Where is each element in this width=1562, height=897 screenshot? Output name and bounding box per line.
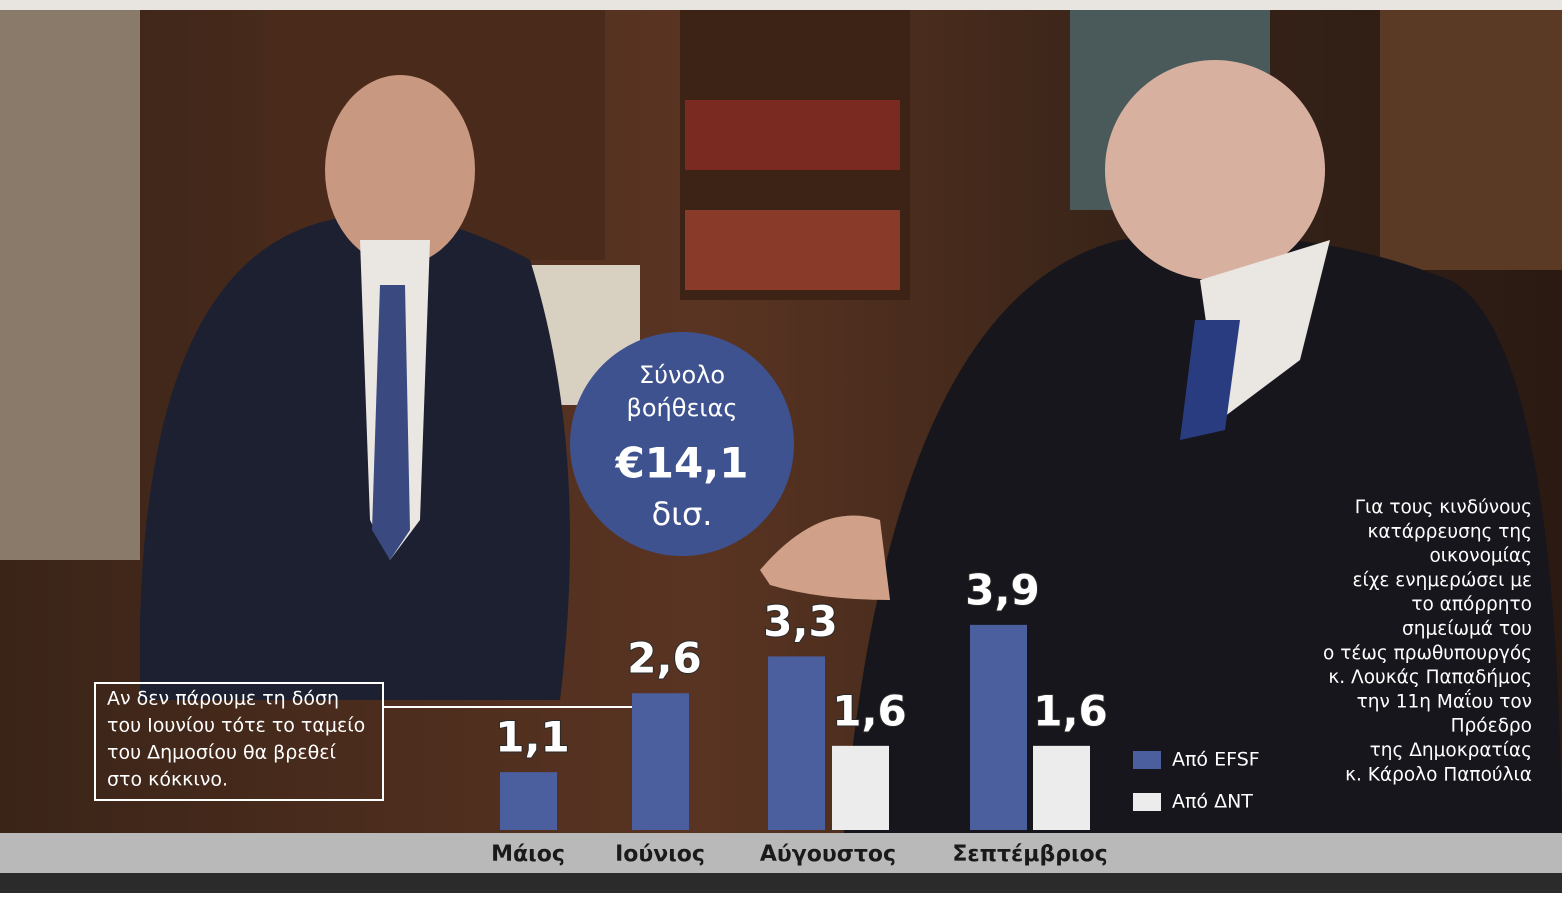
- value-label: 3,9: [965, 565, 1039, 614]
- caption-line: Πρόεδρο: [1451, 716, 1532, 737]
- bottom-strip: [0, 873, 1562, 893]
- annotation-line: Αν δεν πάρουμε τη δόση: [107, 688, 339, 710]
- caption-line: την 11η Μαΐου τον: [1357, 689, 1532, 712]
- annotation-line: στο κόκκινο.: [107, 769, 228, 791]
- value-label: 1,6: [832, 686, 906, 735]
- chart: 1,1 2,6 3,3 3,9 1,6 1,6 Μάιος Ιούνιος Αύγουστος Σ…: [0, 0, 1562, 893]
- caption-line: της Δημοκρατίας: [1370, 740, 1532, 761]
- caption-line: Για τους κινδύνους: [1355, 497, 1532, 518]
- value-label: 2,6: [627, 634, 701, 683]
- bar: [632, 693, 689, 830]
- legend-label: Από EFSF: [1172, 749, 1260, 771]
- caption-line: κ. Κάρολο Παπούλια: [1345, 764, 1532, 785]
- category-label: Ιούνιος: [615, 842, 705, 867]
- annotation-line: του Δημοσίου θα βρεθεί: [107, 742, 337, 764]
- category-label: Αύγουστος: [760, 842, 896, 867]
- category-label: Μάιος: [491, 842, 565, 867]
- caption-line: σημείωμά του: [1402, 619, 1532, 640]
- caption-line: κατάρρευσης της: [1367, 521, 1532, 542]
- total-value: €14,1: [615, 439, 749, 488]
- bar: [970, 625, 1027, 830]
- page: 1,1 2,6 3,3 3,9 1,6 1,6 Μάιος Ιούνιος Αύγουστος Σ…: [0, 0, 1562, 893]
- caption-line: οικονομίας: [1429, 546, 1532, 567]
- category-label: Σεπτέμβριος: [952, 842, 1107, 867]
- caption-line: ο τέως πρωθυπουργός: [1323, 643, 1532, 664]
- bar: [768, 656, 825, 830]
- total-title: βοήθειας: [627, 394, 738, 422]
- legend-swatch: [1133, 751, 1161, 769]
- total-unit: δισ.: [652, 495, 713, 533]
- value-label: 3,3: [763, 597, 837, 646]
- legend-swatch: [1133, 793, 1161, 811]
- caption-line: κ. Λουκάς Παπαδήμος: [1328, 667, 1532, 688]
- legend-label: Από ΔΝΤ: [1172, 791, 1253, 813]
- annotation-line: του Ιουνίου τότε το ταμείο: [107, 715, 365, 737]
- caption-line: το απόρρητο: [1411, 594, 1532, 615]
- bar: [832, 746, 889, 830]
- bar: [1033, 746, 1090, 830]
- total-title: Σύνολο: [639, 361, 725, 389]
- value-label: 1,1: [495, 713, 569, 762]
- bar: [500, 772, 557, 830]
- caption-line: είχε ενημερώσει με: [1352, 570, 1532, 591]
- value-label: 1,6: [1033, 686, 1107, 735]
